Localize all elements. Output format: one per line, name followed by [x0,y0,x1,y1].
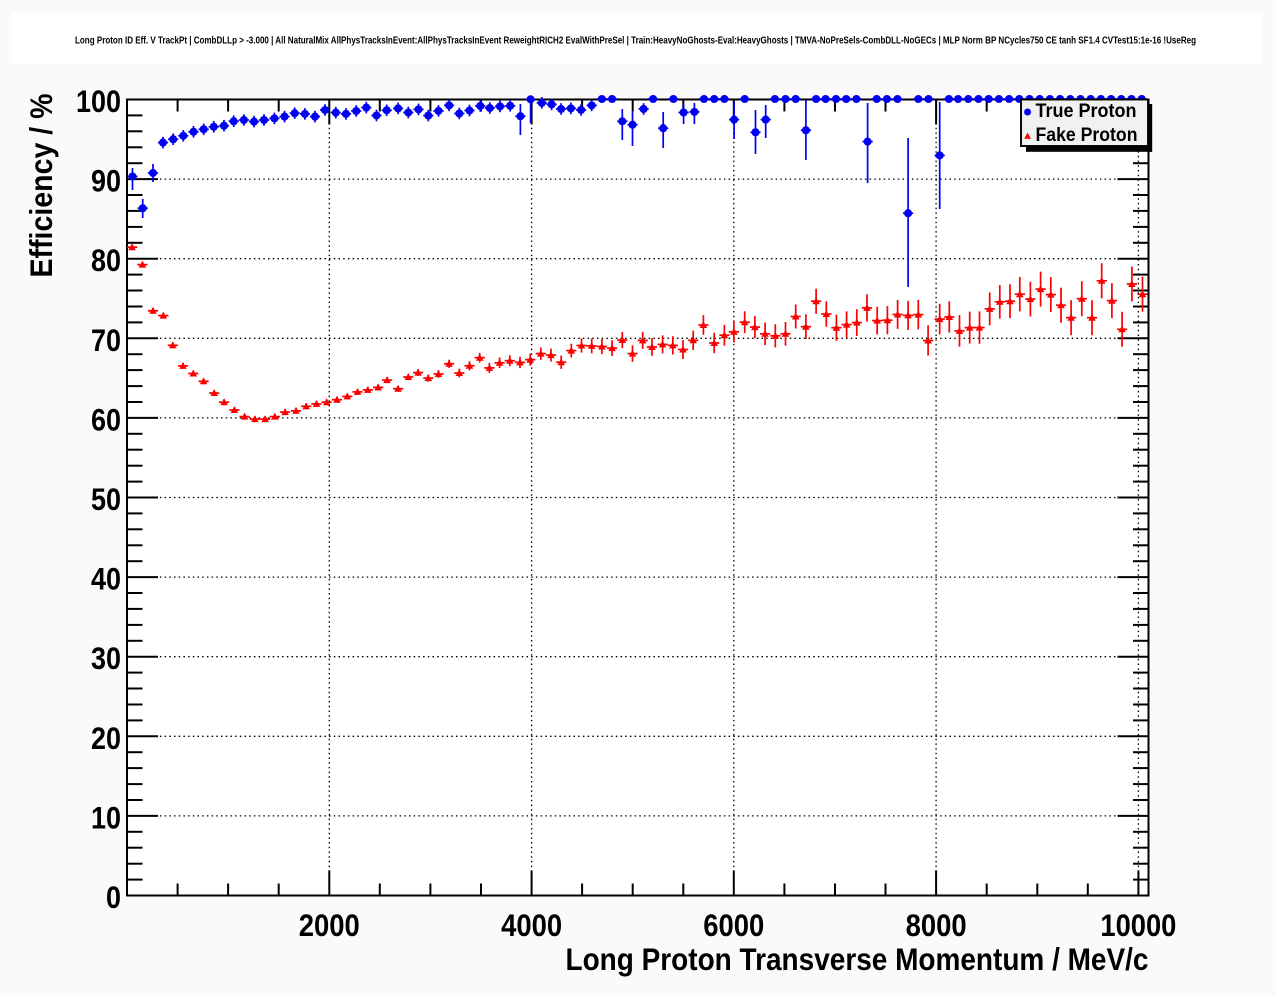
svg-text:0: 0 [106,879,121,915]
svg-text:Fake Proton: Fake Proton [1036,124,1138,146]
svg-text:Long Proton Transverse Momentu: Long Proton Transverse Momentum / MeV/c [566,941,1149,977]
svg-text:4000: 4000 [501,907,562,943]
svg-text:30: 30 [91,640,121,676]
svg-text:100: 100 [76,83,121,119]
svg-text:70: 70 [91,322,121,358]
svg-text:60: 60 [91,401,121,437]
svg-text:Efficiency / %: Efficiency / % [23,94,59,278]
svg-text:40: 40 [91,561,121,597]
svg-text:20: 20 [91,720,121,756]
svg-text:80: 80 [91,242,121,278]
svg-text:10: 10 [91,799,121,835]
svg-text:90: 90 [91,163,121,199]
svg-text:2000: 2000 [299,907,360,943]
svg-text:8000: 8000 [906,907,967,943]
svg-text:Long Proton ID Eff. V TrackPt: Long Proton ID Eff. V TrackPt | CombDLLp… [75,36,1196,47]
svg-text:6000: 6000 [703,907,764,943]
svg-text:50: 50 [91,481,121,517]
svg-text:True Proton: True Proton [1036,100,1137,122]
svg-text:10000: 10000 [1100,907,1176,943]
